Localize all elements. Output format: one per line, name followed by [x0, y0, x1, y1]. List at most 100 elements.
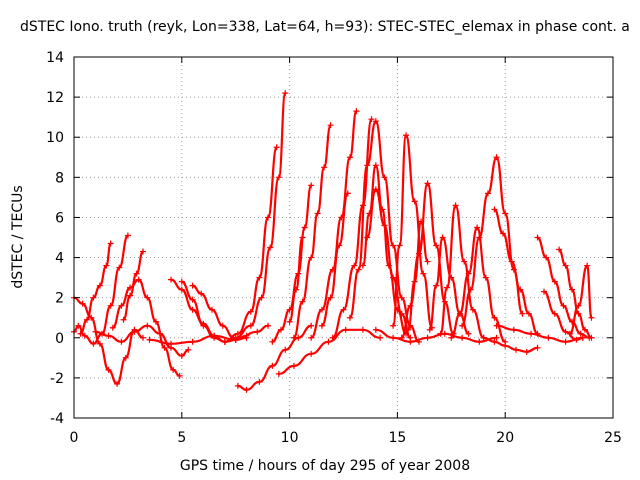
- data-point: [543, 254, 550, 261]
- x-tick-label: 10: [281, 430, 299, 446]
- chart-title: dSTEC Iono. truth (reyk, Lon=338, Lat=64…: [20, 19, 630, 35]
- series-line: [234, 92, 287, 339]
- series-group: [71, 90, 595, 393]
- data-point: [282, 90, 289, 97]
- data-point: [308, 350, 315, 357]
- series-30: [459, 154, 526, 329]
- data-point: [534, 234, 541, 241]
- series-37: [493, 322, 586, 345]
- data-point: [219, 322, 226, 329]
- data-point: [353, 108, 360, 115]
- data-point: [562, 328, 569, 335]
- data-point: [269, 362, 276, 369]
- x-tick-label: 25: [604, 430, 622, 446]
- y-tick-label: 2: [55, 291, 64, 307]
- data-point: [299, 298, 306, 305]
- data-point: [390, 334, 397, 341]
- data-point: [168, 276, 175, 283]
- data-point: [424, 258, 431, 265]
- data-point: [340, 306, 347, 313]
- data-point: [103, 262, 110, 269]
- data-point: [456, 310, 463, 317]
- data-point: [459, 322, 466, 329]
- series-12: [221, 144, 280, 345]
- data-point: [588, 334, 595, 341]
- y-tick-label: -2: [50, 371, 64, 387]
- data-point: [299, 234, 306, 241]
- data-point: [267, 244, 274, 251]
- data-point: [359, 262, 366, 269]
- data-point: [426, 326, 433, 333]
- data-point: [469, 306, 476, 313]
- grid: [74, 57, 613, 418]
- data-point: [480, 334, 487, 341]
- data-point: [290, 362, 297, 369]
- data-point: [439, 234, 446, 241]
- data-point: [390, 274, 397, 281]
- series-33: [534, 234, 593, 341]
- data-point: [491, 206, 498, 213]
- series-29: [448, 224, 509, 345]
- data-point: [377, 334, 384, 341]
- data-point: [493, 334, 500, 341]
- data-point: [286, 318, 293, 325]
- data-point: [157, 330, 164, 337]
- data-point: [403, 132, 410, 139]
- data-point: [131, 328, 138, 335]
- data-point: [127, 292, 134, 299]
- y-tick-label: 12: [46, 90, 64, 106]
- data-point: [461, 258, 468, 265]
- data-point: [525, 310, 532, 317]
- data-point: [273, 144, 280, 151]
- data-point: [96, 340, 103, 347]
- data-point: [275, 370, 282, 377]
- data-point: [75, 322, 82, 329]
- data-point: [443, 284, 450, 291]
- series-14: [275, 326, 384, 377]
- data-point: [502, 342, 509, 349]
- data-point: [381, 222, 388, 229]
- data-point: [493, 154, 500, 161]
- data-point: [556, 246, 563, 253]
- data-point: [118, 302, 125, 309]
- y-tick-label: 10: [46, 130, 64, 146]
- data-point: [588, 314, 595, 321]
- data-point: [372, 162, 379, 169]
- data-point: [562, 262, 569, 269]
- data-point: [189, 282, 196, 289]
- data-point: [269, 338, 276, 345]
- series-23: [364, 186, 414, 341]
- data-point: [308, 254, 315, 261]
- data-point: [265, 322, 272, 329]
- data-point: [211, 332, 218, 339]
- series-5: [120, 248, 146, 323]
- data-point: [577, 330, 584, 337]
- data-point: [120, 316, 127, 323]
- series-line: [542, 290, 584, 341]
- data-point: [500, 230, 507, 237]
- data-point: [79, 300, 86, 307]
- data-point: [474, 224, 481, 231]
- series-36: [566, 262, 595, 337]
- data-point: [346, 314, 353, 321]
- data-point: [146, 336, 153, 343]
- data-point: [325, 338, 332, 345]
- x-tick-label: 20: [496, 430, 514, 446]
- data-point: [327, 294, 334, 301]
- data-point: [321, 164, 328, 171]
- data-point: [551, 278, 558, 285]
- data-point: [314, 210, 321, 217]
- data-point: [109, 324, 116, 331]
- y-tick-label: 0: [55, 331, 64, 347]
- data-point: [178, 286, 185, 293]
- data-point: [523, 348, 530, 355]
- series-line: [482, 336, 539, 353]
- series-15: [290, 122, 334, 341]
- data-point: [139, 334, 146, 341]
- data-point: [405, 326, 412, 333]
- data-point: [381, 174, 388, 181]
- series-10: [146, 322, 272, 347]
- data-point: [534, 344, 541, 351]
- y-axis-label: dSTEC / TECUs: [10, 185, 26, 288]
